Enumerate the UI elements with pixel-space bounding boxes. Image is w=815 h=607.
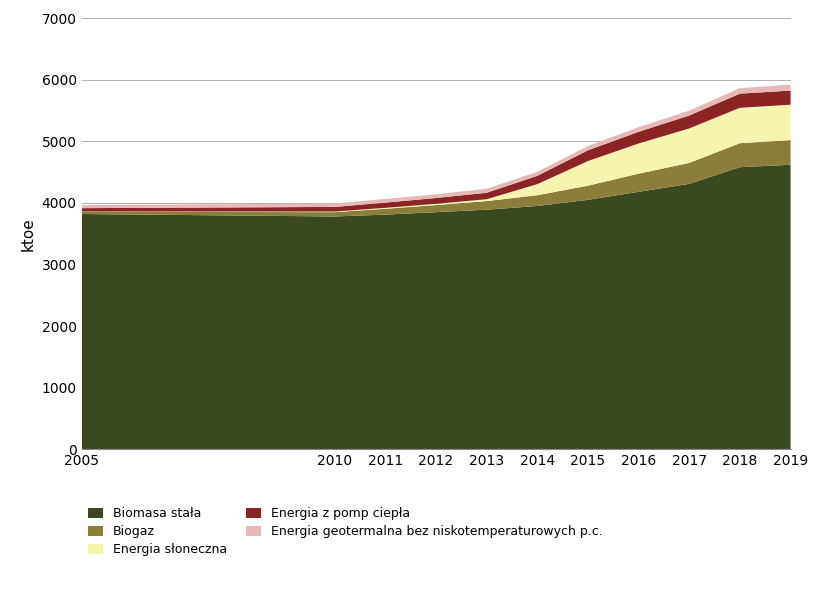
Legend: Biomasa stała, Biogaz, Energia słoneczna, Energia z pomp ciepła, Energia geoterm: Biomasa stała, Biogaz, Energia słoneczna… <box>88 507 602 556</box>
Y-axis label: ktoe: ktoe <box>21 217 36 251</box>
